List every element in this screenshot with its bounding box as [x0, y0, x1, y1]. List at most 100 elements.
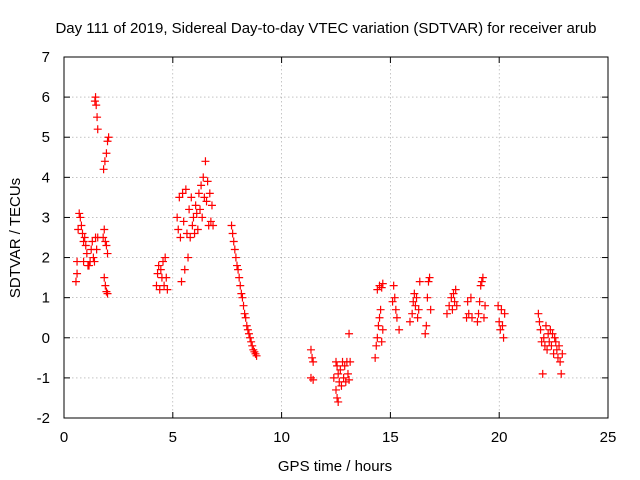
data-point — [391, 305, 400, 314]
data-point — [240, 309, 249, 318]
data-point — [181, 185, 190, 194]
data-point — [244, 329, 253, 338]
data-point — [479, 313, 488, 322]
data-point — [228, 229, 237, 238]
data-point — [481, 301, 490, 310]
data-point — [343, 369, 352, 378]
data-point — [90, 97, 99, 106]
data-point — [334, 369, 343, 378]
data-point — [449, 289, 458, 298]
data-point — [100, 273, 109, 282]
data-point — [156, 265, 165, 274]
data-point — [541, 321, 550, 330]
data-point — [152, 281, 161, 290]
data-point — [395, 325, 404, 334]
x-tick-label: 0 — [60, 429, 68, 446]
data-point — [192, 209, 201, 218]
data-point — [553, 353, 562, 362]
data-point — [547, 341, 556, 350]
data-point — [246, 333, 255, 342]
data-point — [551, 337, 560, 346]
data-point — [81, 241, 90, 250]
data-point — [308, 353, 317, 362]
data-point — [234, 265, 243, 274]
data-point — [497, 305, 506, 314]
data-point — [464, 309, 473, 318]
y-tick-label: -2 — [37, 410, 50, 427]
y-tick-label: 1 — [42, 290, 50, 307]
data-point — [463, 297, 472, 306]
data-point — [496, 325, 505, 334]
data-point — [184, 253, 193, 262]
data-point — [536, 325, 545, 334]
y-axis-label: SDTVAR / TECUs — [7, 178, 24, 298]
data-point — [373, 285, 382, 294]
data-point — [546, 325, 555, 334]
data-point — [336, 365, 345, 374]
data-point — [500, 309, 509, 318]
data-point — [373, 333, 382, 342]
data-point — [425, 273, 434, 282]
data-point — [91, 93, 100, 102]
data-point — [448, 305, 457, 314]
data-point — [476, 281, 485, 290]
data-point — [89, 253, 98, 262]
data-point — [231, 253, 240, 262]
data-point — [374, 321, 383, 330]
data-point — [414, 305, 423, 314]
data-point — [543, 345, 552, 354]
chart-title: Day 111 of 2019, Sidereal Day-to-day VTE… — [55, 20, 596, 37]
data-point — [389, 281, 398, 290]
data-point — [92, 101, 101, 110]
data-point — [90, 257, 99, 266]
data-point — [78, 229, 87, 238]
data-point — [100, 225, 109, 234]
data-point — [174, 225, 183, 234]
data-point — [194, 189, 203, 198]
data-point — [232, 261, 241, 270]
data-point — [332, 385, 340, 394]
data-point — [102, 241, 111, 250]
data-point — [236, 281, 245, 290]
y-tick-label: 2 — [42, 250, 50, 267]
data-point — [539, 333, 548, 342]
data-point — [238, 293, 247, 302]
data-point — [333, 393, 342, 402]
data-point — [410, 289, 419, 298]
data-point — [499, 333, 508, 342]
data-point — [408, 309, 417, 318]
data-point — [415, 277, 424, 286]
data-point — [173, 213, 182, 222]
data-point — [340, 361, 349, 370]
data-point — [101, 281, 110, 290]
data-point — [376, 305, 385, 314]
data-point — [388, 297, 397, 306]
data-point — [405, 317, 414, 326]
data-point — [378, 325, 387, 334]
data-point — [92, 245, 101, 254]
y-tick-label: 4 — [42, 169, 50, 186]
y-tick-label: 3 — [42, 209, 50, 226]
data-point — [552, 345, 561, 354]
data-point — [445, 301, 454, 310]
data-point — [422, 321, 431, 330]
data-point — [334, 397, 343, 406]
data-point — [494, 301, 503, 310]
data-point — [495, 317, 504, 326]
data-point — [556, 357, 565, 366]
data-point — [100, 157, 109, 166]
data-point — [249, 345, 258, 354]
data-point — [75, 209, 84, 218]
data-point — [188, 221, 197, 230]
data-point — [558, 349, 567, 358]
data-point — [477, 277, 486, 286]
data-point — [229, 237, 238, 246]
x-tick-label: 15 — [382, 429, 399, 446]
data-point — [242, 321, 251, 330]
data-point — [176, 233, 185, 242]
data-point — [102, 149, 111, 158]
data-point — [339, 373, 348, 382]
data-point — [163, 285, 172, 294]
data-point — [205, 189, 214, 198]
data-point — [535, 317, 544, 326]
